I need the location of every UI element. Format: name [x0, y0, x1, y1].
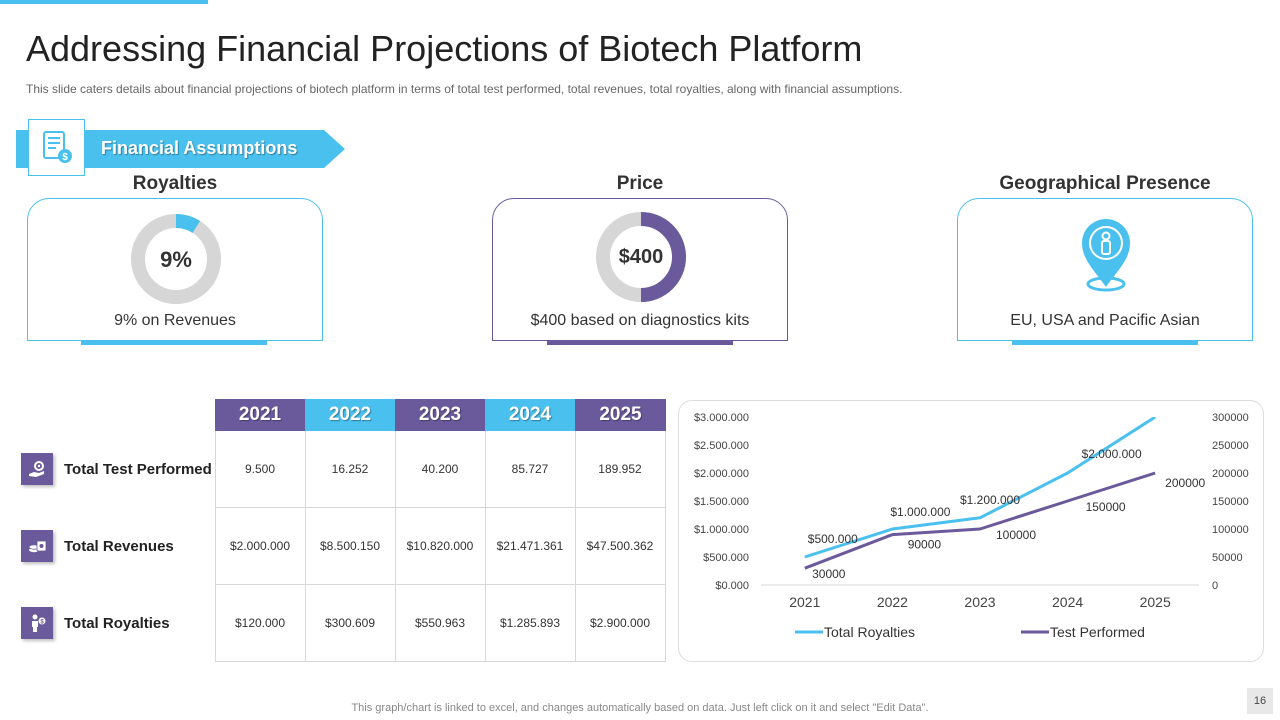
page-number: 16: [1247, 688, 1273, 714]
series-line-total-royalties: [804, 417, 1157, 559]
table-cell: 9.500: [244, 462, 276, 476]
royalties-title: Royalties: [132, 173, 218, 194]
royalties-donut: [131, 214, 221, 304]
table-cell: 16.252: [331, 462, 369, 476]
test-performed-data-label: 90000: [908, 538, 942, 552]
banner-arrow-shape: [16, 130, 345, 168]
price-card-bar: [547, 340, 733, 345]
money-coins-icon: [21, 530, 53, 562]
invoice-dollar-icon: $: [28, 119, 85, 176]
y-left-tick-label: $2.500.000: [694, 440, 749, 452]
table-cell: $8.500.150: [319, 539, 381, 553]
hand-gear-icon: [21, 453, 53, 485]
y-left-tick-label: $3.000.000: [694, 412, 749, 424]
geo-card-bar: [1012, 340, 1198, 345]
y-right-tick-label: 0: [1212, 580, 1218, 592]
test-performed-data-label: 30000: [812, 567, 846, 581]
svg-text:$: $: [62, 152, 68, 163]
table-header-year: 2023: [395, 399, 485, 431]
location-pin-person-icon: [1082, 219, 1130, 292]
table-grid-line: [215, 661, 666, 662]
royalties-value: 9%: [160, 247, 192, 272]
table-grid-line: [575, 431, 576, 662]
table-cell: 40.200: [421, 462, 459, 476]
price-caption: $400 based on diagnostics kits: [530, 312, 750, 329]
y-right-tick-label: 200000: [1212, 468, 1249, 480]
royalties-data-label: $1.200.000: [960, 493, 1020, 507]
table-cell: $47.500.362: [586, 539, 654, 553]
table-cell: $21.471.361: [496, 539, 564, 553]
geo-title: Geographical Presence: [999, 173, 1211, 194]
table-cell: $550.963: [414, 616, 466, 630]
x-tick-label: 2024: [1052, 594, 1083, 610]
table-header-year: 2021: [215, 399, 305, 431]
x-tick-label: 2021: [789, 594, 820, 610]
top-accent-bar: [0, 0, 208, 4]
test-performed-data-label: 100000: [996, 528, 1036, 542]
financial-assumptions-label: Financial Assumptions: [101, 138, 298, 158]
x-tick-label: 2023: [964, 594, 995, 610]
geo-card: EU, USA and Pacific Asian: [957, 198, 1253, 341]
page-title: Addressing Financial Projections of Biot…: [26, 28, 863, 69]
table-cell: $10.820.000: [406, 539, 474, 553]
table-grid-line: [395, 431, 396, 662]
table-cell: 189.952: [598, 462, 642, 476]
table-grid-line: [215, 507, 666, 508]
line-chart: $0.000 $500.000 $1.000.000 $1.500.000 $2.000…: [694, 412, 1249, 640]
y-left-tick-label: $2.000.000: [694, 468, 749, 480]
price-title: Price: [616, 173, 664, 194]
royalties-card: 9% 9% on Revenues: [27, 198, 323, 341]
table-grid-line: [215, 431, 216, 662]
footer-note: This graph/chart is linked to excel, and…: [351, 702, 929, 714]
price-donut-arc: [640, 212, 686, 302]
royalties-card-bar: [81, 340, 267, 345]
legend-label-test-performed: Test Performed: [1050, 624, 1145, 640]
legend-label-total-royalties: Total Royalties: [824, 624, 915, 640]
y-right-tick-label: 250000: [1212, 440, 1249, 452]
x-tick-label: 2025: [1140, 594, 1171, 610]
person-dollar-icon: $: [21, 607, 53, 639]
y-left-tick-label: $0.000: [715, 580, 749, 592]
geo-caption: EU, USA and Pacific Asian: [1010, 312, 1200, 329]
table-cell: 85.727: [511, 462, 549, 476]
y-right-tick-label: 50000: [1212, 552, 1243, 564]
series-line-test-performed: [804, 471, 1156, 570]
y-right-tick-label: 150000: [1212, 496, 1249, 508]
line-chart-container[interactable]: $0.000 $500.000 $1.000.000 $1.500.000 $2.000…: [678, 400, 1264, 662]
royalties-donut-arc: [175, 214, 201, 234]
y-right-tick-label: 300000: [1212, 412, 1249, 424]
table-cell: $2.000.000: [229, 539, 291, 553]
table-header-year: 2022: [305, 399, 395, 431]
table-header-year: 2025: [575, 399, 666, 431]
table-grid-line: [305, 431, 306, 662]
table-grid-line: [485, 431, 486, 662]
table-grid-line: [215, 584, 666, 585]
price-card: $400 $400 based on diagnostics kits: [492, 198, 788, 341]
royalties-caption: 9% on Revenues: [114, 312, 236, 329]
table-cell: $120.000: [234, 616, 286, 630]
test-performed-data-label: 200000: [1165, 476, 1205, 490]
table-cell: $300.609: [324, 616, 376, 630]
y-right-tick-label: 100000: [1212, 524, 1249, 536]
table-grid-line: [665, 431, 666, 662]
row-label-total-royalties: Total Royalties: [64, 615, 170, 632]
price-donut: [596, 212, 686, 302]
table-cell: $1.285.893: [499, 616, 561, 630]
test-performed-data-label: 150000: [1086, 500, 1126, 514]
financial-assumptions-banner: Financial Assumptions: [16, 130, 346, 168]
y-left-tick-label: $500.000: [703, 552, 749, 564]
svg-text:$: $: [40, 620, 44, 626]
price-value: $400: [618, 246, 664, 268]
row-label-total-test-performed: Total Test Performed: [64, 461, 212, 478]
y-left-tick-label: $1.500.000: [694, 496, 749, 508]
royalties-data-label: $500.000: [808, 532, 858, 546]
row-label-total-revenues: Total Revenues: [64, 538, 174, 555]
royalties-data-label: $2.000.000: [1082, 447, 1142, 461]
table-header-year: 2024: [485, 399, 575, 431]
y-left-tick-label: $1.000.000: [694, 524, 749, 536]
page-subtitle: This slide caters details about financia…: [26, 82, 903, 96]
x-tick-label: 2022: [877, 594, 908, 610]
table-cell: $2.900.000: [589, 616, 651, 630]
royalties-data-label: $1.000.000: [890, 505, 950, 519]
